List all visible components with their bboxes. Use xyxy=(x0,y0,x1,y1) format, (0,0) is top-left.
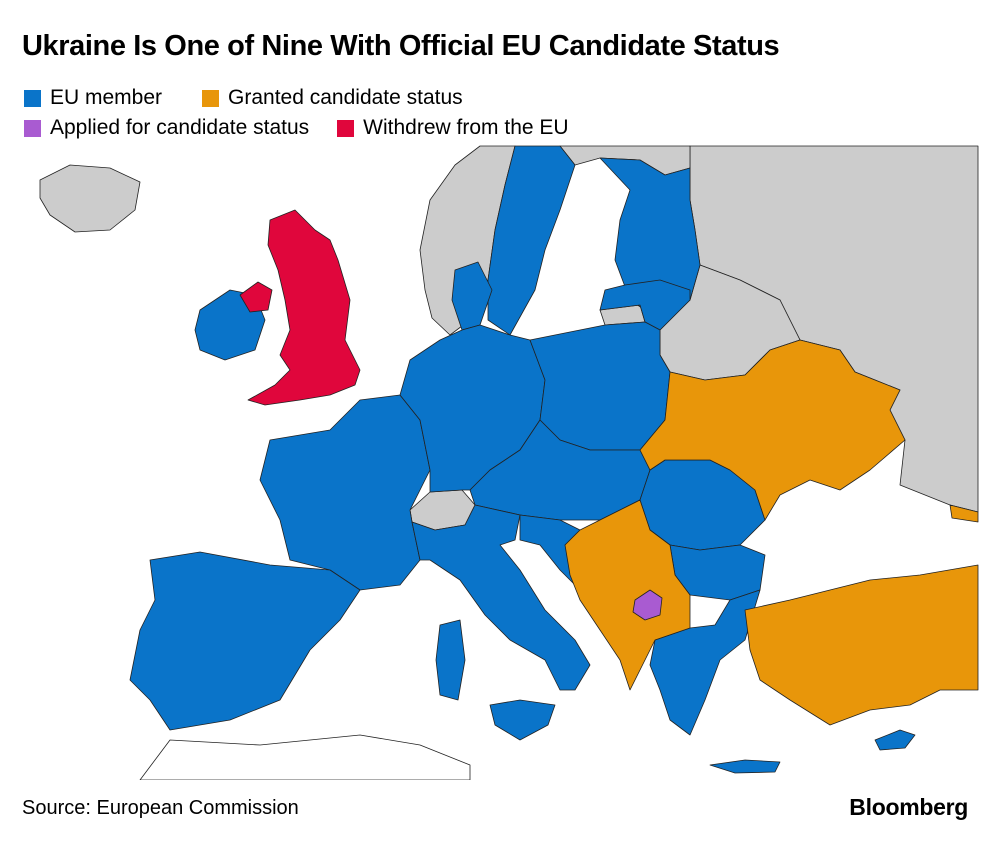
legend-item-withdrew: Withdrew from the EU xyxy=(337,116,569,140)
finland-region xyxy=(599,157,701,321)
cyprus-region xyxy=(874,729,916,751)
bloomberg-logo: Bloomberg xyxy=(849,794,968,820)
iceland-region xyxy=(39,164,141,233)
crete-region xyxy=(709,759,781,774)
kosovo-region xyxy=(632,589,663,621)
legend-item-granted-candidate: Granted candidate status xyxy=(202,86,463,110)
northern-ireland-region xyxy=(239,281,273,313)
turkey-region xyxy=(744,564,979,726)
baltics-region xyxy=(599,279,691,331)
italy-region xyxy=(411,504,591,691)
map-title: Ukraine Is One of Nine With Official EU … xyxy=(22,30,780,62)
uk-region xyxy=(247,209,361,406)
balkans-candidates-region xyxy=(564,499,691,691)
legend-label-granted-candidate: Granted candidate status xyxy=(228,86,463,109)
legend-swatch-applied-candidate xyxy=(24,119,41,137)
legend-swatch-eu-member xyxy=(24,89,41,107)
iberia-region xyxy=(129,551,361,731)
ukraine-moldova-region xyxy=(639,339,906,521)
legend-swatch-withdrew xyxy=(337,119,355,137)
sardinia-region xyxy=(435,619,466,701)
sweden-region xyxy=(487,145,576,336)
legend-label-eu-member: EU member xyxy=(50,86,163,109)
legend-item-applied-candidate: Applied for candidate status xyxy=(24,116,309,140)
georgia-region xyxy=(949,504,979,523)
legend-item-eu-member: EU member xyxy=(24,86,162,110)
europe-map xyxy=(39,145,979,780)
source-note: Source: European Commission xyxy=(22,797,299,819)
legend-label-applied-candidate: Applied for candidate status xyxy=(50,116,310,139)
legend-swatch-granted-candidate xyxy=(202,89,220,107)
north-africa-region xyxy=(139,734,471,780)
legend-row: EU member Granted candidate status xyxy=(24,86,463,110)
sicily-region xyxy=(489,699,556,741)
greece-region xyxy=(649,589,761,736)
france-region xyxy=(259,394,431,591)
austria-hungary-region xyxy=(469,419,651,521)
legend-row: Applied for candidate status Withdrew fr… xyxy=(24,116,569,140)
legend-label-withdrew: Withdrew from the EU xyxy=(363,116,569,139)
